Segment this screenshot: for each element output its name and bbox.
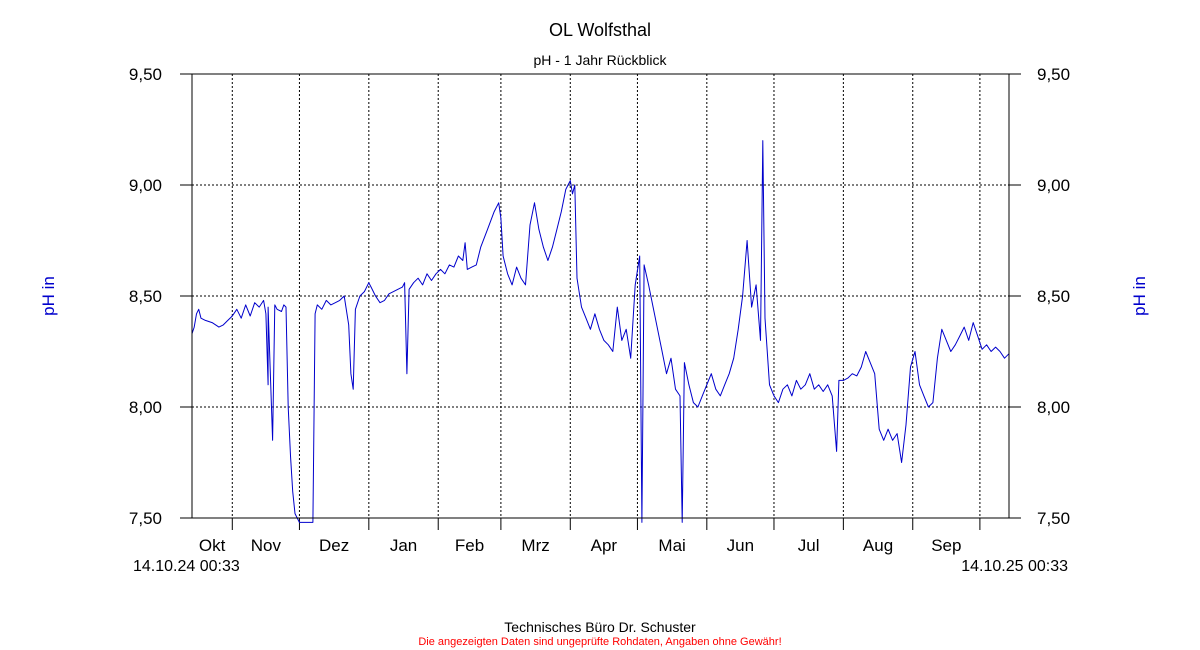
chart-subtitle: pH - 1 Jahr Rückblick bbox=[533, 52, 667, 68]
x-tick-label-month: Sep bbox=[931, 536, 961, 555]
series-layer bbox=[191, 140, 1010, 523]
footer-company: Technisches Büro Dr. Schuster bbox=[504, 619, 696, 635]
y-tick-label-right: 9,50 bbox=[1037, 65, 1070, 84]
chart-title: OL Wolfsthal bbox=[549, 20, 651, 40]
y-tick-label-right: 8,50 bbox=[1037, 287, 1070, 306]
plot-frame bbox=[191, 73, 1010, 519]
x-tick-label-month: Mai bbox=[658, 536, 685, 555]
x-tick-label-month: Jan bbox=[390, 536, 417, 555]
y-axis-label-right: pH in bbox=[1130, 276, 1149, 316]
y-tick-label-left: 7,50 bbox=[129, 509, 162, 528]
y-tick-label-right: 9,00 bbox=[1037, 176, 1070, 195]
y-tick-label-left: 8,50 bbox=[129, 287, 162, 306]
y-tick-label-left: 9,50 bbox=[129, 65, 162, 84]
x-tick-label-month: Jun bbox=[727, 536, 754, 555]
x-tick-label-month: Nov bbox=[251, 536, 282, 555]
y-axis-label-left: pH in bbox=[39, 276, 58, 316]
y-axis-ticks: 7,50 7,50 8,00 8,00 8,50 8,50 9,00 9,00 9,50 9,50 bbox=[129, 65, 1070, 530]
y-tick-label-left: 8,00 bbox=[129, 398, 162, 417]
grid bbox=[192, 74, 1009, 518]
series-line-0 bbox=[191, 140, 1010, 523]
x-tick-label-month: Okt bbox=[199, 536, 226, 555]
start-date-label: 14.10.24 00:33 bbox=[133, 558, 240, 575]
end-date-label: 14.10.25 00:33 bbox=[961, 558, 1068, 575]
x-tick-label-month: Feb bbox=[455, 536, 484, 555]
footer-disclaimer: Die angezeigten Daten sind ungeprüfte Ro… bbox=[418, 636, 781, 648]
x-tick-label-month: Jul bbox=[798, 536, 820, 555]
x-axis-month-labels: Okt Nov Dez Jan Feb Mrz Apr Mai Jun Jul Aug Sep bbox=[199, 536, 962, 555]
x-tick-label-month: Apr bbox=[591, 536, 618, 555]
y-tick-label-left: 9,00 bbox=[129, 176, 162, 195]
x-tick-label-month: Aug bbox=[863, 536, 893, 555]
y-tick-label-right: 7,50 bbox=[1037, 509, 1070, 528]
y-tick-label-right: 8,00 bbox=[1037, 398, 1070, 417]
x-tick-label-month: Dez bbox=[319, 536, 349, 555]
x-tick-label-month: Mrz bbox=[521, 536, 549, 555]
